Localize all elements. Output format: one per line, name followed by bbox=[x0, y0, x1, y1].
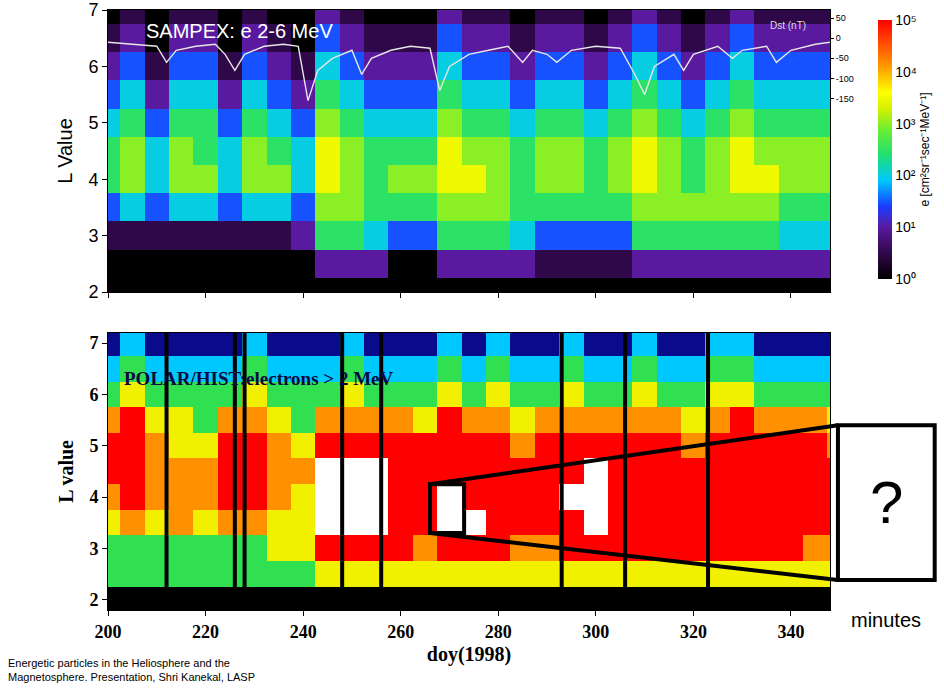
svg-text:3: 3 bbox=[88, 226, 98, 246]
svg-text:10⁴: 10⁴ bbox=[895, 64, 917, 80]
svg-text:10²: 10² bbox=[895, 167, 916, 183]
svg-text:POLAR/HIST:electrons > 2 MeV: POLAR/HIST:electrons > 2 MeV bbox=[124, 368, 394, 389]
svg-text:2: 2 bbox=[89, 590, 98, 610]
svg-text:10³: 10³ bbox=[895, 116, 916, 132]
svg-text:7: 7 bbox=[88, 0, 98, 20]
svg-text:Dst (nT): Dst (nT) bbox=[770, 20, 806, 31]
svg-text:300: 300 bbox=[582, 622, 609, 642]
svg-text:?: ? bbox=[870, 469, 903, 536]
svg-text:5: 5 bbox=[88, 113, 98, 133]
svg-text:minutes: minutes bbox=[851, 609, 921, 631]
svg-text:L value: L value bbox=[55, 440, 77, 503]
svg-text:200: 200 bbox=[95, 622, 122, 642]
svg-text:Energetic particles in the Hel: Energetic particles in the Heliosphere a… bbox=[8, 657, 255, 683]
svg-text:10¹: 10¹ bbox=[895, 219, 916, 235]
svg-text:340: 340 bbox=[777, 622, 804, 642]
svg-text:6: 6 bbox=[88, 57, 98, 77]
svg-text:-150: -150 bbox=[836, 94, 854, 104]
svg-text:50: 50 bbox=[836, 13, 846, 23]
svg-text:3: 3 bbox=[89, 539, 98, 559]
svg-text:5: 5 bbox=[89, 436, 98, 456]
svg-text:280: 280 bbox=[485, 622, 512, 642]
svg-text:2: 2 bbox=[88, 282, 98, 302]
svg-text:4: 4 bbox=[89, 487, 98, 507]
svg-text:doy(1998): doy(1998) bbox=[427, 643, 511, 666]
svg-text:320: 320 bbox=[680, 622, 707, 642]
svg-text:260: 260 bbox=[387, 622, 414, 642]
svg-text:L Value: L Value bbox=[54, 118, 76, 184]
svg-text:10⁵: 10⁵ bbox=[895, 12, 916, 28]
svg-text:SAMPEX: e 2-6 MeV: SAMPEX: e 2-6 MeV bbox=[146, 20, 333, 42]
svg-text:e [cm²sr⁻¹sec⁻¹MeV⁻¹]: e [cm²sr⁻¹sec⁻¹MeV⁻¹] bbox=[918, 92, 932, 206]
svg-text:6: 6 bbox=[89, 385, 98, 405]
svg-text:4: 4 bbox=[88, 170, 98, 190]
svg-text:-50: -50 bbox=[836, 53, 849, 63]
svg-text:0: 0 bbox=[836, 33, 841, 43]
svg-text:240: 240 bbox=[290, 622, 317, 642]
svg-text:10⁰: 10⁰ bbox=[895, 271, 916, 287]
svg-text:220: 220 bbox=[192, 622, 219, 642]
svg-text:-100: -100 bbox=[836, 74, 854, 84]
svg-text:7: 7 bbox=[89, 333, 98, 353]
